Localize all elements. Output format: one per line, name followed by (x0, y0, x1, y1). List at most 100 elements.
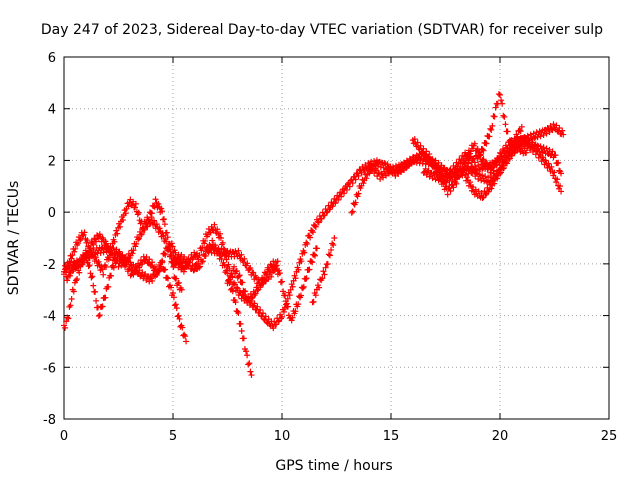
data-point (262, 313, 269, 320)
data-point (433, 171, 440, 178)
data-point (414, 139, 421, 146)
data-point (367, 160, 374, 167)
data-point (465, 153, 472, 160)
data-point (102, 294, 109, 301)
data-point (238, 251, 245, 258)
data-point (196, 252, 203, 259)
series-track-7 (224, 245, 320, 324)
data-point (248, 372, 255, 379)
data-point (273, 262, 280, 269)
data-point (329, 203, 336, 210)
data-point (151, 217, 158, 224)
data-point (162, 251, 169, 258)
data-point (116, 248, 123, 255)
x-tick-label: 15 (383, 429, 400, 444)
data-point (349, 180, 356, 187)
data-point (312, 292, 319, 299)
x-tick-label: 5 (169, 429, 177, 444)
data-point (521, 133, 528, 140)
data-point (141, 226, 148, 233)
data-point (240, 335, 247, 342)
data-point (146, 278, 153, 285)
data-point (186, 259, 193, 266)
data-point (165, 275, 172, 282)
data-point (498, 152, 505, 159)
data-point (231, 281, 238, 288)
data-point (512, 143, 519, 150)
data-point (318, 215, 325, 222)
data-point (299, 285, 306, 292)
data-point (279, 313, 285, 320)
data-point (172, 301, 179, 308)
data-point (450, 184, 457, 191)
data-point (284, 295, 291, 302)
data-point (295, 301, 302, 308)
data-point (497, 91, 503, 98)
data-point (504, 128, 511, 135)
data-point (558, 188, 565, 195)
data-point (243, 348, 250, 355)
data-point (330, 241, 337, 248)
data-point (300, 283, 307, 290)
data-point (474, 155, 481, 162)
data-point (309, 259, 316, 266)
data-point (501, 113, 508, 120)
data-point (148, 214, 155, 221)
data-point (549, 148, 556, 155)
data-point (257, 284, 264, 291)
data-point (436, 172, 443, 179)
data-point (71, 263, 78, 270)
data-point (242, 288, 249, 295)
data-point (480, 147, 487, 154)
data-point (83, 257, 90, 264)
data-point (312, 252, 319, 259)
data-point (280, 308, 287, 315)
data-point (170, 262, 177, 269)
data-point (447, 188, 454, 195)
data-point (309, 227, 316, 234)
data-point (508, 152, 515, 159)
data-point (149, 259, 156, 266)
data-point (387, 165, 394, 172)
data-point (270, 268, 277, 275)
data-point (135, 236, 142, 243)
data-point (499, 165, 506, 172)
data-point (321, 271, 328, 278)
data-point (276, 270, 283, 277)
data-point (560, 131, 567, 138)
data-point (555, 159, 562, 166)
data-point (491, 180, 498, 187)
data-point (229, 273, 236, 280)
data-point (469, 184, 476, 191)
y-tick-label: -6 (43, 361, 56, 376)
data-point (100, 271, 107, 278)
data-point (129, 250, 136, 257)
data-point (551, 169, 558, 176)
data-point (250, 269, 257, 276)
x-tick-label: 10 (274, 429, 291, 444)
series-track-4 (61, 242, 190, 345)
data-point (225, 277, 232, 284)
data-point (312, 223, 319, 230)
data-point (310, 229, 317, 236)
data-point (270, 325, 277, 332)
data-point (488, 185, 495, 192)
data-point (474, 145, 481, 152)
data-point (66, 272, 73, 279)
data-point (352, 176, 359, 183)
data-point (108, 272, 115, 279)
data-point (244, 260, 251, 267)
data-point (151, 272, 158, 279)
data-point (122, 210, 129, 217)
data-point (218, 246, 225, 253)
data-point (103, 263, 110, 270)
data-point (229, 288, 236, 295)
data-point (74, 262, 81, 269)
data-point (260, 310, 267, 317)
data-point (138, 231, 145, 238)
data-point (328, 246, 335, 253)
data-point (483, 140, 490, 147)
data-point (523, 138, 530, 145)
data-point (146, 256, 153, 263)
data-point (552, 152, 559, 159)
